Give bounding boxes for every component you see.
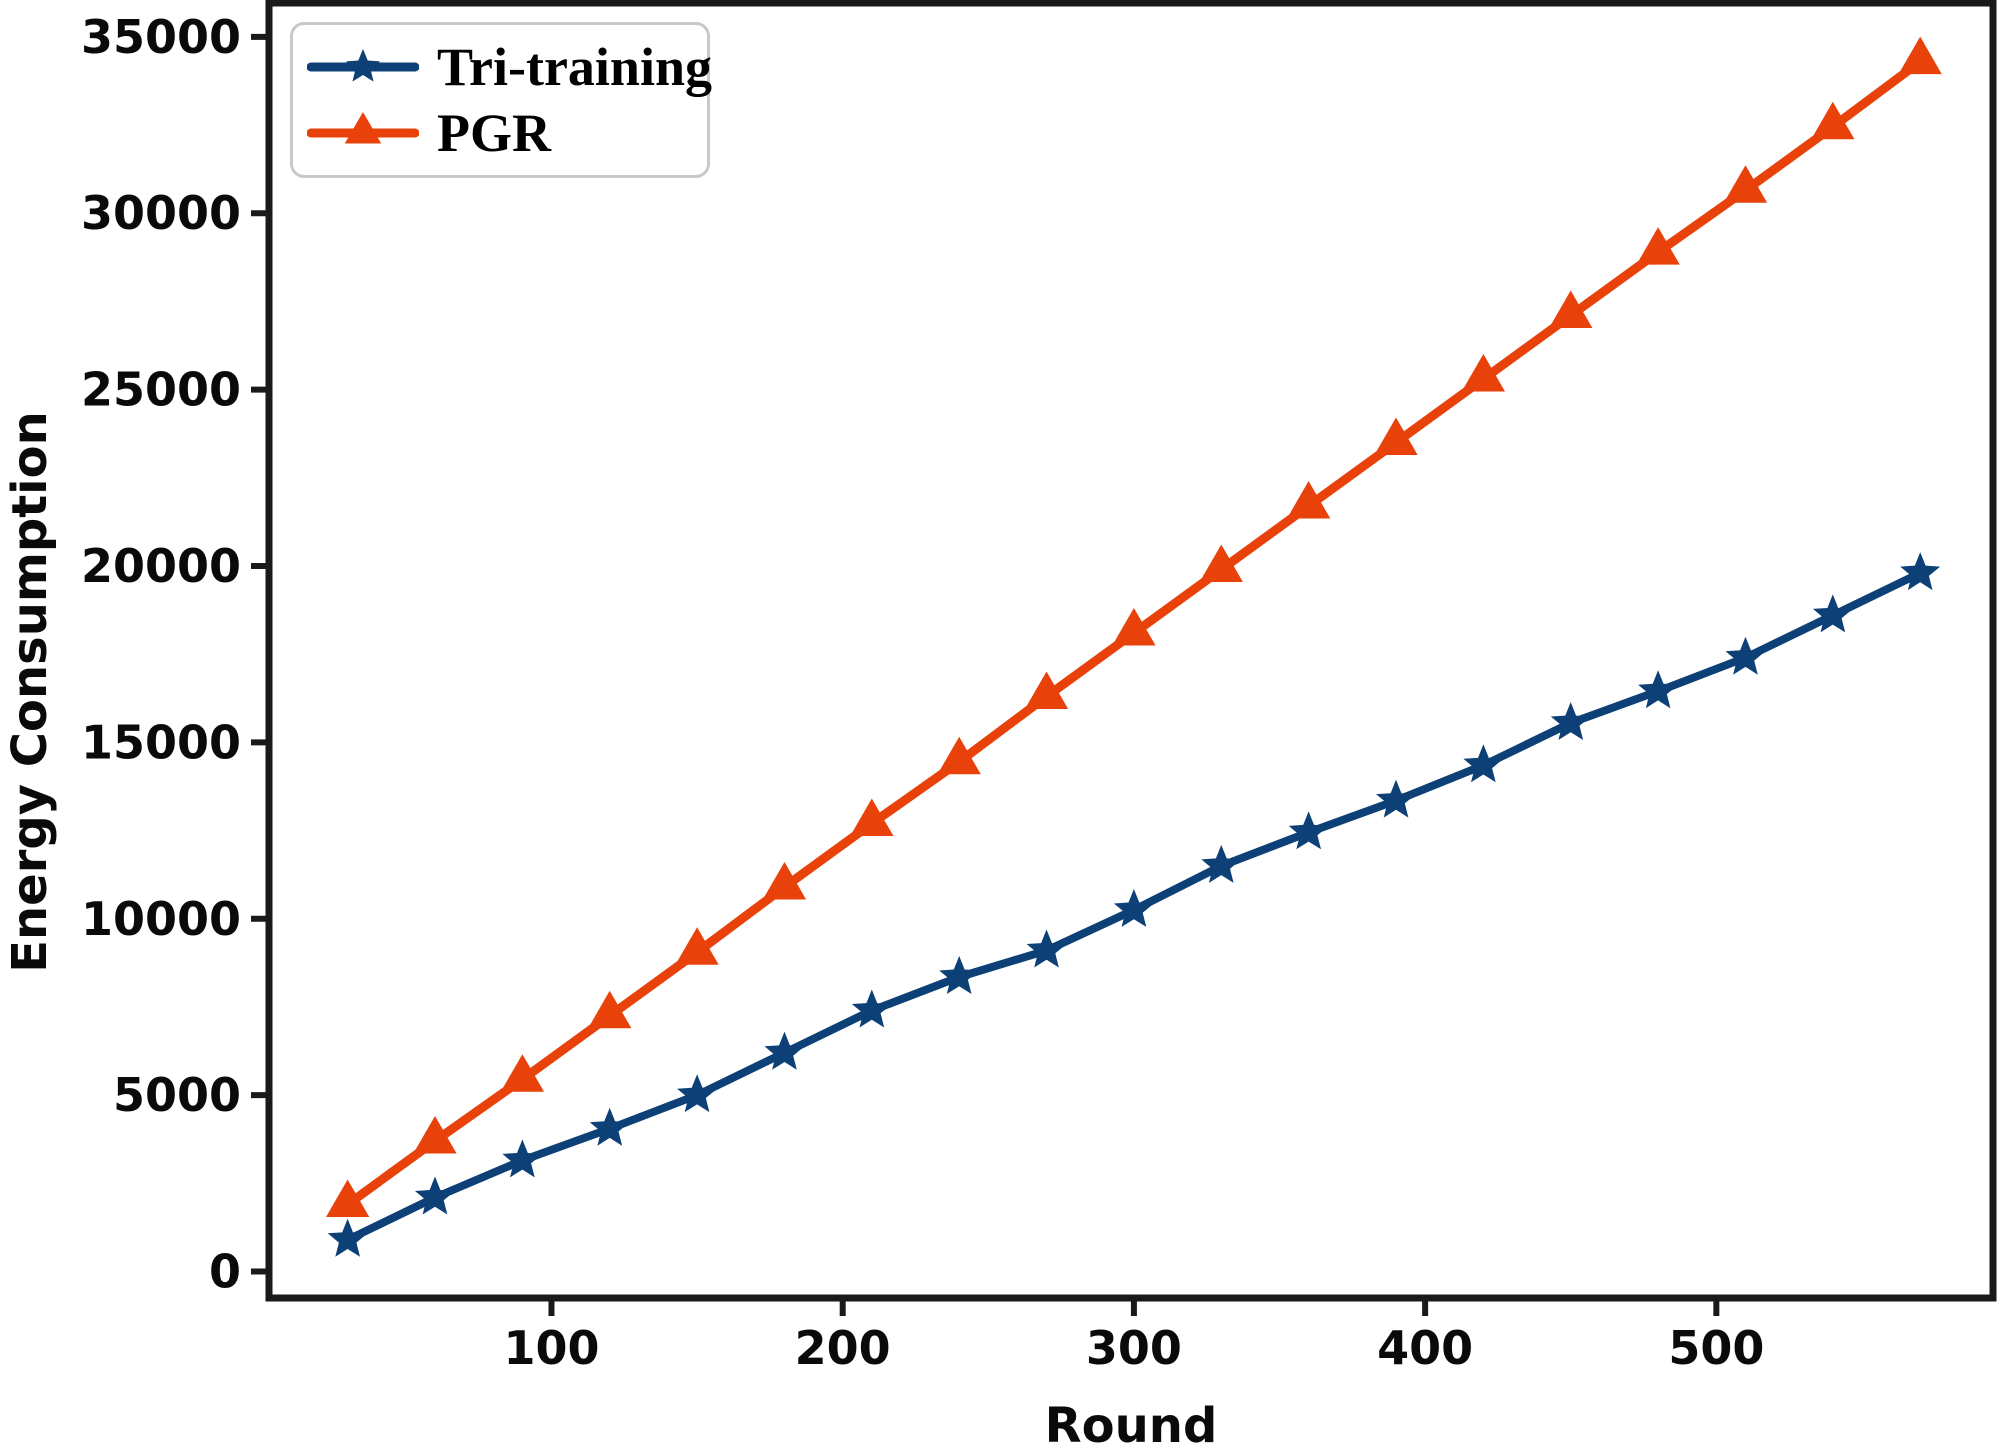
marker-star [327, 1218, 368, 1257]
marker-triangle-up [762, 862, 807, 900]
legend-label-tri-training: Tri-training [437, 36, 712, 97]
legend-box: Tri-training PGR [290, 22, 712, 178]
marker-triangle-up [1287, 481, 1331, 519]
marker-star [1113, 889, 1154, 927]
y-tick-label: 0 [209, 1245, 241, 1299]
marker-star [939, 956, 980, 994]
marker-triangle-up [500, 1054, 544, 1092]
y-tick-label: 5000 [113, 1068, 241, 1122]
marker-triangle-up [344, 112, 382, 144]
legend-label-pgr: PGR [437, 103, 551, 164]
marker-star [1638, 670, 1679, 709]
marker-star [1812, 594, 1853, 633]
y-axis-label: Energy Consumption [2, 411, 58, 973]
marker-star [502, 1139, 543, 1178]
series-tri-training [327, 552, 1941, 1257]
marker-star [1725, 636, 1766, 675]
marker-triangle-up [1461, 354, 1505, 392]
marker-triangle-up [1636, 227, 1680, 265]
marker-star [851, 989, 892, 1028]
y-tick-label: 25000 [81, 363, 241, 417]
y-tick-label: 20000 [81, 539, 241, 593]
x-tick-label: 200 [795, 1321, 891, 1375]
plot-frame [265, 0, 1997, 1302]
series-pgr [326, 36, 1942, 1217]
marker-star [1376, 779, 1416, 818]
marker-star [1026, 929, 1067, 968]
x-tick-label: 300 [1086, 1321, 1182, 1375]
legend-row-tri-training: Tri-training [307, 38, 712, 96]
marker-star [1900, 552, 1941, 591]
marker-triangle-up [1549, 290, 1593, 328]
y-tick-label: 10000 [81, 892, 241, 946]
y-tick-label: 35000 [81, 10, 241, 64]
marker-star [589, 1107, 630, 1146]
marker-triangle-up [850, 798, 894, 836]
marker-star [1463, 744, 1504, 783]
marker-triangle-up [1199, 544, 1243, 582]
marker-triangle-up [413, 1116, 457, 1154]
marker-star [677, 1074, 718, 1113]
x-tick-label: 500 [1668, 1321, 1764, 1375]
marker-triangle-up [675, 927, 719, 965]
marker-triangle-up [1811, 101, 1855, 140]
x-tick-label: 400 [1377, 1321, 1473, 1375]
x-tick-label: 100 [503, 1321, 599, 1375]
legend-row-pgr: PGR [307, 104, 697, 162]
marker-triangle-up [937, 736, 981, 775]
legend-sample-line-0 [307, 48, 419, 82]
marker-triangle-up [1112, 608, 1156, 646]
marker-triangle-up [1898, 36, 1942, 75]
legend-sample-line-1 [307, 112, 419, 144]
marker-star [1201, 844, 1242, 883]
marker-triangle-up [1374, 417, 1418, 455]
marker-triangle-up [1723, 165, 1768, 203]
marker-star [345, 48, 381, 82]
marker-star [1288, 811, 1329, 850]
marker-star [764, 1031, 805, 1070]
marker-triangle-up [326, 1179, 370, 1217]
marker-star [1550, 702, 1591, 740]
y-tick-label: 30000 [81, 186, 241, 240]
y-tick-label: 15000 [81, 715, 241, 769]
marker-star [415, 1176, 455, 1215]
x-axis-label: Round [1044, 1398, 1218, 1452]
marker-triangle-up [1024, 671, 1069, 709]
marker-triangle-up [588, 990, 632, 1029]
